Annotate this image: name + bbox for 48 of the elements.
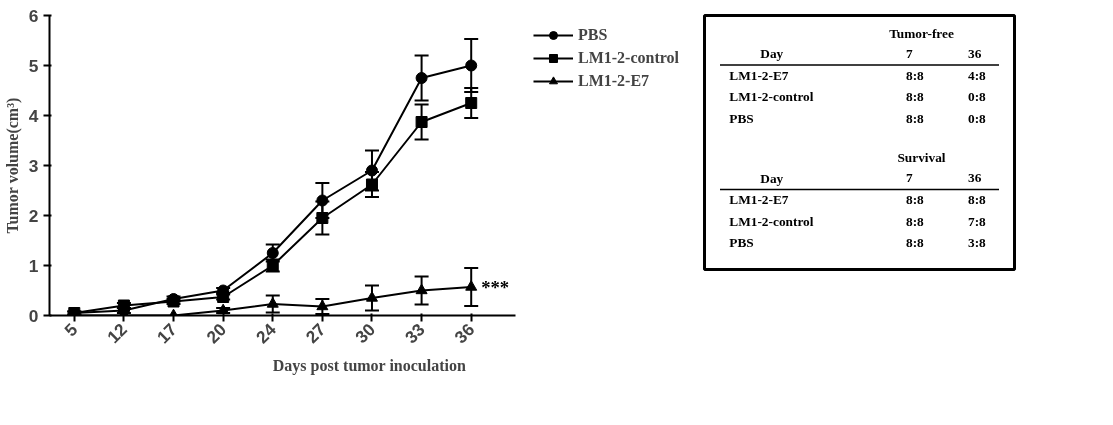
text: 8:8: [906, 213, 925, 229]
y-tick-label: 2: [28, 205, 39, 226]
x-tick-label: 5: [60, 319, 82, 341]
text: PBS: [729, 110, 754, 126]
text: 36: [968, 170, 982, 186]
text: 8:8: [968, 192, 987, 208]
legend-label: PBS: [577, 26, 608, 44]
text: 8:8: [906, 235, 925, 251]
text: PBS: [729, 235, 754, 251]
y-tick-label: 4: [28, 105, 39, 126]
x-tick-label: 17: [152, 319, 181, 348]
x-tick-label: 33: [400, 319, 429, 348]
legend-label: LM1-2-control: [577, 49, 679, 67]
text: Tumor-free: [889, 25, 954, 41]
y-tick-label: 5: [28, 55, 39, 76]
text: LM1-2-E7: [729, 67, 789, 83]
y-axis-title: Tumor volume(cm³): [3, 97, 22, 234]
x-tick-label: 12: [103, 319, 131, 348]
x-tick-label: 36: [450, 319, 479, 348]
text: 36: [968, 45, 982, 61]
x-tick-label: 24: [252, 319, 281, 348]
x-tick-label: 30: [351, 319, 380, 348]
text: 0:8: [968, 110, 987, 126]
x-axis-title: Days post tumor inoculation: [272, 356, 466, 375]
text: 7: [906, 170, 913, 186]
text: 8:8: [906, 110, 925, 126]
y-tick-label: 0: [28, 305, 39, 326]
x-tick-label: 27: [301, 319, 330, 348]
legend-label: LM1-2-E7: [577, 72, 650, 90]
text: 7: [906, 45, 913, 61]
y-tick-label: 6: [28, 5, 39, 26]
text: Day: [760, 170, 784, 186]
text: LM1-2-control: [729, 89, 814, 105]
text: LM1-2-E7: [729, 192, 789, 208]
text: 8:8: [906, 192, 925, 208]
text: 0:8: [968, 89, 987, 105]
annotation: ***: [481, 276, 510, 298]
text: LM1-2-control: [729, 213, 814, 229]
text: 7:8: [968, 213, 987, 229]
text: 8:8: [906, 67, 925, 83]
text: 4:8: [968, 67, 987, 83]
y-tick-label: 3: [28, 155, 39, 176]
text: Day: [760, 46, 784, 62]
text: 3:8: [968, 235, 987, 251]
x-tick-label: 20: [202, 319, 231, 348]
text: 8:8: [906, 89, 925, 105]
text: Survival: [897, 150, 946, 166]
y-tick-label: 1: [28, 255, 39, 276]
